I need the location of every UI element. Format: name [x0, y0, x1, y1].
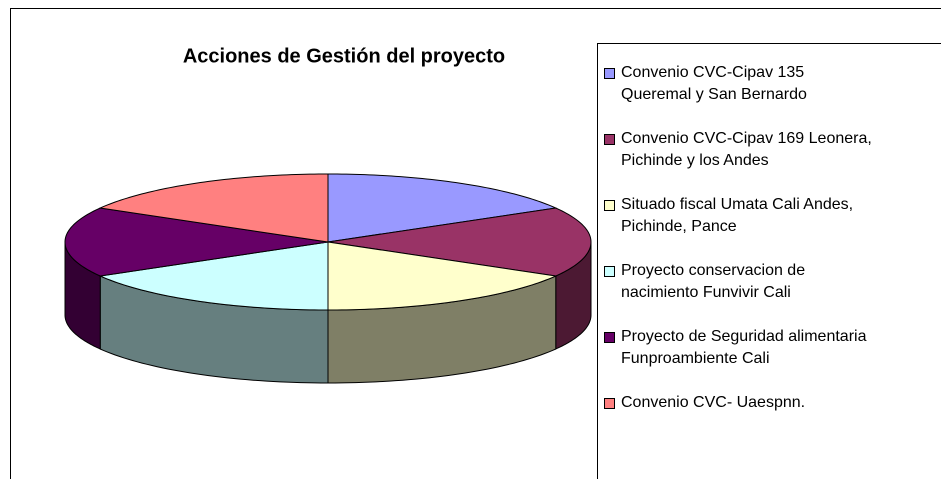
legend-label: Situado fiscal Umata Cali Andes, Pichind… — [621, 196, 854, 235]
legend-swatch — [604, 68, 615, 79]
chart-border — [10, 8, 941, 479]
pie-slice — [64, 207, 329, 277]
legend-label: Proyecto conservacion de nacimiento Funv… — [621, 262, 806, 301]
legend-swatch — [604, 332, 615, 343]
legend-label: Proyecto de Seguridad alimentaria Funpro… — [621, 328, 867, 367]
legend: Convenio CVC-Cipav 135 Queremal y San Be… — [597, 43, 941, 479]
pie-slice — [327, 173, 558, 243]
legend-swatch — [604, 398, 615, 409]
legend-swatch — [604, 134, 615, 145]
legend-swatch — [604, 200, 615, 211]
legend-label: Convenio CVC-Cipav 169 Leonera, Pichinde… — [621, 130, 872, 169]
legend-swatch — [604, 266, 615, 277]
pie-slice — [327, 207, 592, 277]
pie-slice — [327, 241, 558, 311]
legend-label: Convenio CVC-Cipav 135 Queremal y San Be… — [621, 64, 807, 103]
pie-slice — [98, 241, 329, 311]
legend-label: Convenio CVC- Uaespnn. — [621, 394, 806, 411]
chart-title: Acciones de Gestión del proyecto — [183, 45, 505, 67]
pie-slice — [98, 173, 329, 243]
